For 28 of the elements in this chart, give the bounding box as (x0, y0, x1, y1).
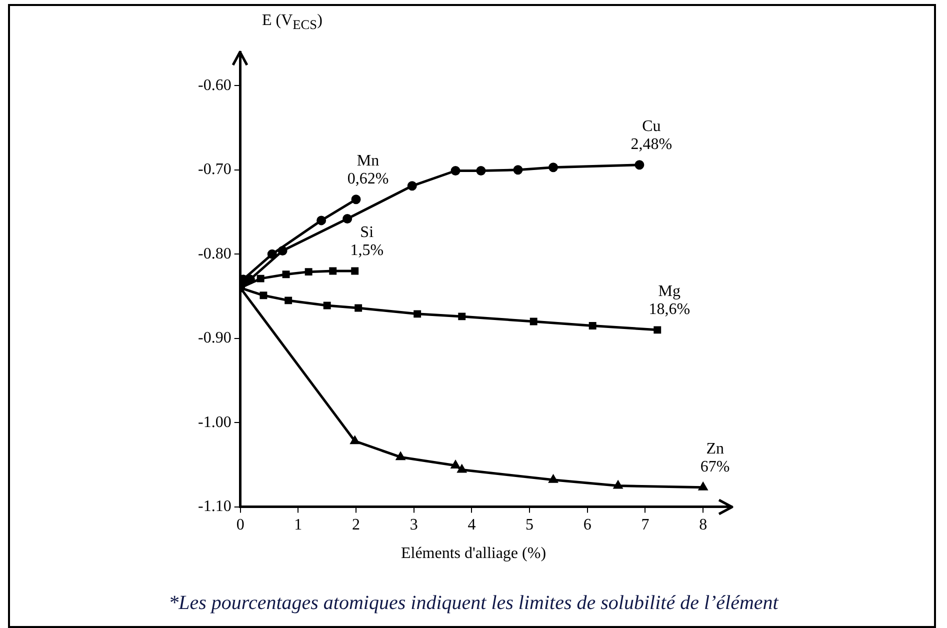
y-axis-title: E (V$_{ECS}$) (262, 12, 322, 34)
series-label: Cu (642, 118, 661, 136)
x-tick-label: 0 (236, 516, 244, 534)
annotation: 2,48% (630, 136, 672, 154)
y-tick-label: -0.90 (198, 330, 232, 347)
y-tick-label: -0.80 (198, 245, 232, 262)
series-label: Mn (356, 152, 380, 170)
annotation: 0,62% (347, 170, 389, 188)
series-label: Si (360, 224, 374, 242)
annotation: 67% (700, 458, 730, 476)
series-label: Zn (706, 440, 724, 458)
x-axis-title: Eléments d'alliage (%) (400, 545, 548, 563)
x-tick-label: 6 (583, 516, 592, 534)
x-tick-label: 3 (410, 516, 418, 534)
series-label: Mg (658, 283, 680, 300)
text: *Les pourcentages atomiques indiquent les limites de solubilité de l’élément (168, 592, 780, 615)
x-tick-label: 4 (468, 516, 476, 534)
x-tick-label: 7 (641, 516, 650, 534)
y-tick-label: -1.10 (198, 498, 232, 516)
y-tick-label: -1.00 (198, 414, 232, 431)
x-tick-label: 5 (526, 516, 534, 534)
annotation: 18,6% (648, 301, 690, 318)
x-tick-label: 8 (699, 516, 708, 534)
annotation: 1,5% (350, 242, 384, 260)
y-tick-label: -0.70 (198, 161, 232, 178)
x-tick-label: 1 (294, 516, 302, 534)
x-tick-label: 2 (352, 516, 360, 534)
y-tick-label: -0.60 (198, 76, 232, 94)
